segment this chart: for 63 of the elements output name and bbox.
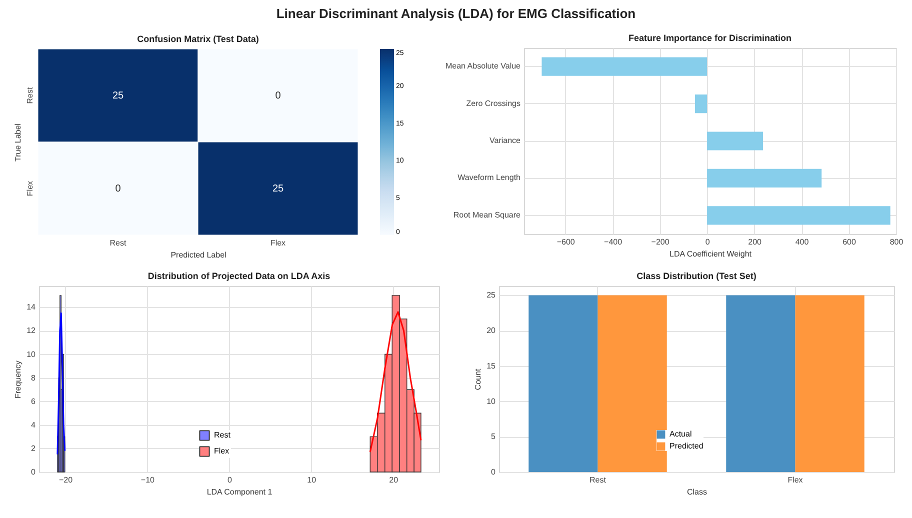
y-tick-label: Variance (490, 136, 522, 145)
x-tick-label: Flex (270, 238, 286, 248)
legend-label: Flex (214, 446, 230, 456)
x-axis-title: LDA Component 1 (206, 488, 273, 496)
y-tick-label: 2 (31, 444, 36, 453)
x-tick-label: −400 (604, 238, 623, 246)
y-tick-label: Mean Absolute Value (445, 62, 522, 71)
x-tick-label: 10 (307, 476, 317, 484)
bar (707, 206, 890, 225)
text: Linear Discriminant Analysis (LDA) for EMG Classification (275, 6, 637, 21)
y-axis-title: Frequency (14, 360, 23, 398)
x-tick-label: 0 (227, 476, 232, 484)
y-tick-label: 0 (31, 468, 36, 476)
y-axis-title: Count (474, 368, 483, 390)
bar (695, 94, 708, 114)
data-label: 25 (272, 184, 284, 194)
chart-title: Distribution of Projected Data on LDA Axis (148, 271, 330, 281)
data-label: 25 (112, 90, 124, 102)
y-tick-label: 5 (491, 432, 496, 442)
data-label: 0 (275, 90, 282, 102)
y-tick-label: Rest (26, 86, 34, 104)
legend-label: Predicted (670, 442, 704, 450)
y-tick-label: 12 (26, 326, 36, 336)
y-tick-label: Waveform Length (458, 173, 520, 182)
x-tick-label: 400 (795, 238, 810, 246)
bar (542, 57, 708, 76)
x-tick-label: Flex (788, 476, 803, 484)
y-tick-label: Flex (26, 180, 34, 196)
x-tick-label: 0 (705, 238, 710, 246)
y-tick-label: 14 (26, 302, 36, 312)
y-tick-label: Root Mean Square (453, 210, 522, 220)
y-tick-label: 10 (26, 350, 36, 359)
y-axis-title: True Label (14, 123, 22, 162)
x-tick-label: 200 (748, 238, 762, 246)
y-tick-label: 20 (486, 326, 496, 336)
y-tick-label: 8 (31, 373, 36, 382)
y-tick-label: 10 (486, 396, 496, 406)
x-tick-label: −20 (58, 476, 74, 484)
bar (707, 132, 764, 150)
y-tick-label: 4 (31, 420, 36, 430)
x-axis-title: LDA Coefficient Weight (670, 250, 752, 258)
legend-label: Actual (670, 430, 692, 438)
x-axis-title: Class (686, 488, 708, 496)
chart-title: Class Distribution (Test Set) (636, 271, 756, 281)
x-axis-title: Predicted Label (170, 250, 227, 260)
chart-title: Confusion Matrix (Test Data) (137, 34, 259, 44)
data-label: 0 (115, 184, 122, 194)
x-tick-label: −600 (556, 238, 576, 246)
x-tick-label: Rest (110, 238, 127, 248)
legend-label: Rest (214, 430, 232, 440)
x-tick-label: 20 (389, 476, 399, 484)
y-tick-label: 0 (491, 468, 496, 476)
x-tick-label: 800 (890, 238, 904, 246)
y-tick-label: 25 (486, 290, 496, 300)
x-tick-label: Rest (590, 476, 607, 484)
y-tick-label: 15 (486, 361, 496, 370)
x-tick-label: −10 (140, 476, 156, 484)
y-tick-label: 6 (31, 396, 36, 406)
x-tick-label: −200 (651, 238, 670, 246)
chart-title: Feature Importance for Discrimination (628, 33, 792, 43)
y-tick-label: Zero Crossings (466, 98, 520, 108)
x-tick-label: 600 (842, 238, 856, 246)
bar (707, 168, 822, 188)
